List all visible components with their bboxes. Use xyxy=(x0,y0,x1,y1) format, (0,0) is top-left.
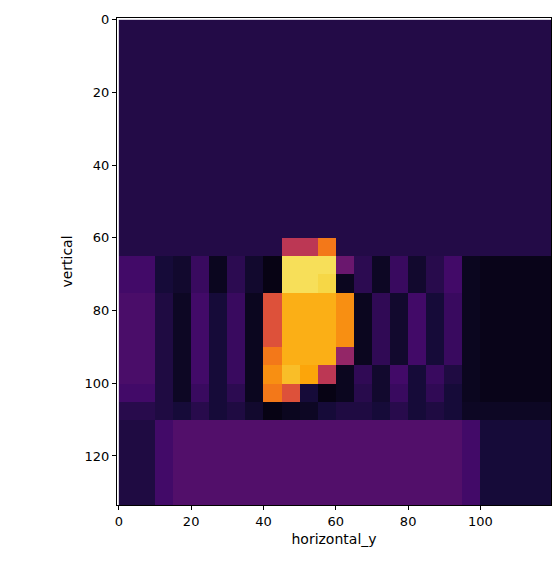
svg-text:40: 40 xyxy=(255,514,272,529)
svg-text:vertical: vertical xyxy=(59,235,75,287)
svg-text:80: 80 xyxy=(93,303,110,318)
svg-text:60: 60 xyxy=(93,230,110,245)
svg-text:horizontal_y: horizontal_y xyxy=(291,531,376,547)
svg-text:0: 0 xyxy=(101,12,109,27)
svg-text:100: 100 xyxy=(85,376,110,391)
svg-text:80: 80 xyxy=(400,514,417,529)
svg-text:20: 20 xyxy=(183,514,200,529)
svg-text:0: 0 xyxy=(115,514,123,529)
svg-text:40: 40 xyxy=(93,158,110,173)
svg-text:20: 20 xyxy=(93,85,110,100)
svg-text:120: 120 xyxy=(85,448,110,463)
svg-text:100: 100 xyxy=(468,514,493,529)
svg-text:60: 60 xyxy=(328,514,345,529)
